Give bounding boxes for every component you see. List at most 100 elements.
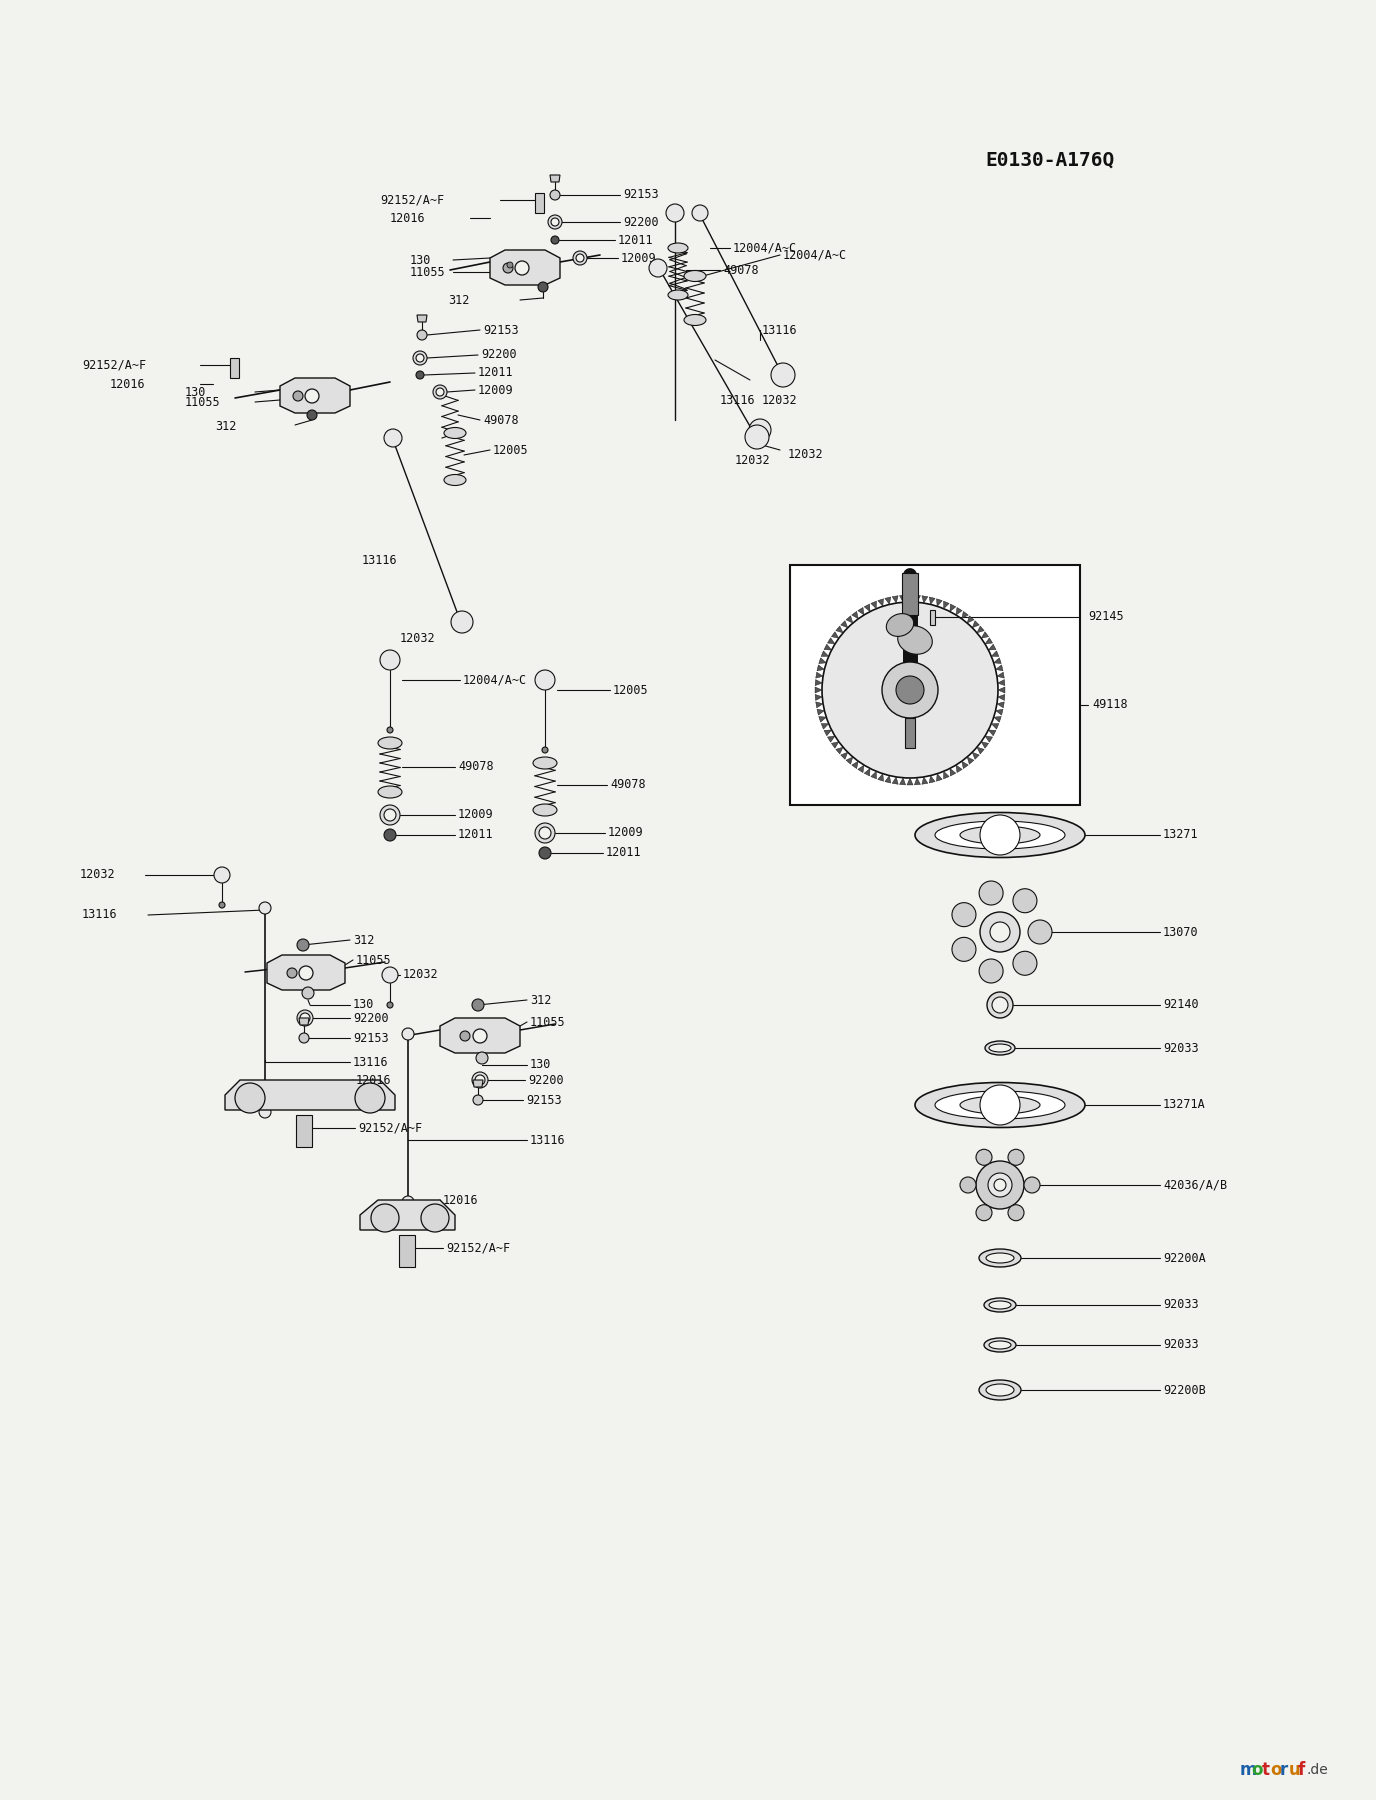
Text: 12032: 12032	[762, 394, 798, 407]
Text: 130: 130	[184, 385, 206, 398]
Circle shape	[692, 205, 709, 221]
Circle shape	[235, 1084, 266, 1112]
Text: 12011: 12011	[618, 234, 654, 247]
Ellipse shape	[985, 1040, 1015, 1055]
Text: 12009: 12009	[608, 826, 644, 839]
Text: 13116: 13116	[762, 324, 798, 337]
Polygon shape	[821, 652, 828, 657]
Circle shape	[987, 992, 1013, 1019]
Circle shape	[372, 1204, 399, 1231]
Text: 12032: 12032	[788, 448, 824, 461]
Text: 12011: 12011	[605, 846, 641, 860]
Polygon shape	[821, 724, 828, 729]
Circle shape	[548, 214, 561, 229]
Polygon shape	[956, 607, 962, 616]
Circle shape	[355, 1084, 385, 1112]
Text: f: f	[1298, 1760, 1306, 1778]
Text: 312: 312	[354, 934, 374, 947]
Text: 312: 312	[530, 994, 552, 1006]
Polygon shape	[991, 724, 999, 729]
Bar	[903, 572, 918, 616]
Text: 12004/A~C: 12004/A~C	[462, 673, 527, 686]
Polygon shape	[824, 644, 831, 650]
Circle shape	[506, 263, 513, 268]
Bar	[790, 565, 1080, 805]
Text: 12009: 12009	[458, 808, 494, 821]
Polygon shape	[815, 680, 823, 686]
Circle shape	[649, 259, 667, 277]
Text: 92152/A~F: 92152/A~F	[358, 1121, 422, 1134]
Ellipse shape	[987, 1384, 1014, 1397]
Ellipse shape	[684, 270, 706, 281]
Circle shape	[577, 254, 583, 263]
Ellipse shape	[684, 315, 706, 326]
Circle shape	[1009, 1204, 1024, 1220]
Polygon shape	[864, 605, 870, 612]
Bar	[905, 718, 915, 749]
Ellipse shape	[960, 826, 1040, 844]
Ellipse shape	[978, 1381, 1021, 1400]
Polygon shape	[417, 315, 427, 322]
Text: 92153: 92153	[526, 1093, 561, 1107]
Polygon shape	[878, 774, 883, 781]
Text: 12016: 12016	[389, 212, 425, 225]
Polygon shape	[817, 709, 824, 715]
Text: o: o	[1270, 1760, 1281, 1778]
Polygon shape	[816, 702, 823, 707]
Ellipse shape	[915, 1082, 1086, 1127]
Circle shape	[416, 355, 424, 362]
Polygon shape	[892, 778, 899, 785]
Polygon shape	[962, 761, 969, 769]
Circle shape	[882, 662, 938, 718]
Polygon shape	[846, 616, 853, 623]
Text: 12004/A~C: 12004/A~C	[733, 241, 797, 254]
Polygon shape	[831, 742, 839, 749]
Circle shape	[384, 808, 396, 821]
Circle shape	[504, 263, 513, 274]
Circle shape	[473, 1030, 487, 1042]
Polygon shape	[550, 175, 560, 182]
Circle shape	[539, 848, 550, 859]
Polygon shape	[857, 765, 864, 772]
Polygon shape	[993, 657, 1002, 664]
Circle shape	[288, 968, 297, 977]
Text: 12011: 12011	[458, 828, 494, 842]
Polygon shape	[827, 736, 835, 742]
Circle shape	[383, 967, 398, 983]
Text: 12032: 12032	[735, 454, 771, 466]
Text: 13116: 13116	[83, 909, 117, 922]
Text: 312: 312	[215, 421, 237, 434]
Polygon shape	[885, 598, 890, 605]
Polygon shape	[996, 664, 1003, 671]
Circle shape	[992, 997, 1009, 1013]
Text: 49118: 49118	[1093, 698, 1127, 711]
Circle shape	[259, 1105, 271, 1118]
Text: E0130-A176Q: E0130-A176Q	[985, 151, 1115, 169]
Polygon shape	[981, 632, 988, 639]
Ellipse shape	[960, 1096, 1040, 1114]
Circle shape	[472, 1073, 488, 1087]
Text: t: t	[1262, 1760, 1270, 1778]
Text: 13271: 13271	[1163, 828, 1198, 842]
Ellipse shape	[533, 805, 557, 815]
Circle shape	[307, 410, 316, 419]
Ellipse shape	[984, 1298, 1015, 1312]
Polygon shape	[988, 731, 996, 736]
Circle shape	[550, 218, 559, 227]
Text: 92145: 92145	[1088, 610, 1124, 623]
Text: 92200: 92200	[623, 216, 659, 229]
Polygon shape	[996, 709, 1003, 715]
Circle shape	[460, 1031, 471, 1040]
Text: 92200: 92200	[354, 1012, 388, 1024]
Bar	[230, 358, 239, 378]
Text: 12005: 12005	[493, 443, 528, 457]
Circle shape	[433, 385, 447, 400]
Circle shape	[535, 823, 555, 842]
Circle shape	[387, 1003, 394, 1008]
Polygon shape	[985, 736, 992, 742]
Circle shape	[476, 1051, 488, 1064]
Polygon shape	[841, 752, 848, 760]
Polygon shape	[962, 612, 969, 619]
Bar	[399, 1235, 416, 1267]
Polygon shape	[892, 596, 899, 603]
